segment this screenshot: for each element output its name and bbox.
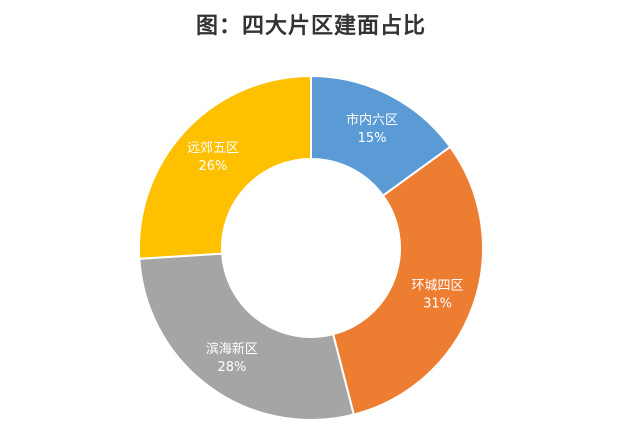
donut-slice-4 [138, 74, 312, 260]
donut-slice-2 [331, 145, 484, 416]
slice-value-label: 15% [358, 131, 387, 146]
slice-value-label: 31% [423, 297, 452, 312]
chart-title: 图：四大片区建面占比 [195, 13, 426, 39]
slice-value-label: 26% [199, 159, 228, 174]
slice-value-label: 28% [217, 360, 246, 375]
slice-category-label: 市内六区 [346, 112, 398, 128]
slice-category-label: 环城四区 [412, 279, 464, 294]
donut-slice-3 [138, 252, 355, 421]
slice-category-label: 滨海新区 [206, 341, 258, 357]
slice-category-label: 远郊五区 [187, 140, 239, 156]
